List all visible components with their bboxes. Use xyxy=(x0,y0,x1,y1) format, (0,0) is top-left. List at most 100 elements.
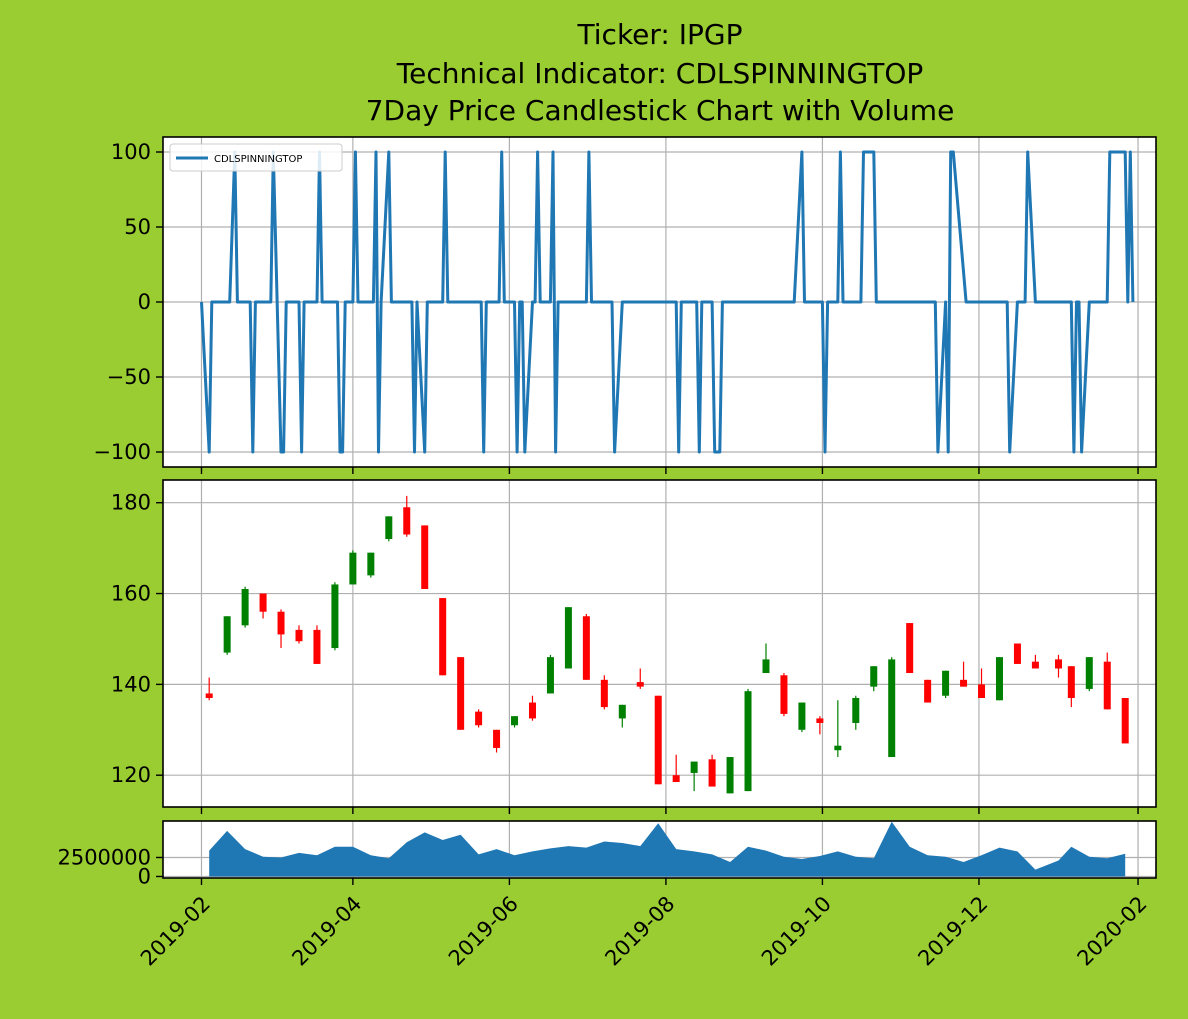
candle xyxy=(1103,652,1111,710)
candle xyxy=(960,661,968,687)
candle xyxy=(1067,666,1075,708)
candle-body xyxy=(1067,666,1075,698)
candle xyxy=(636,668,644,689)
candle xyxy=(762,643,770,674)
candle-body xyxy=(582,616,590,680)
candlestick-frame xyxy=(162,479,1157,808)
candle-body xyxy=(421,525,429,589)
candle-body xyxy=(439,598,447,676)
candle-body xyxy=(816,718,824,723)
candle-body xyxy=(888,659,896,758)
candle xyxy=(1031,654,1039,669)
candle-body xyxy=(564,607,572,669)
candle xyxy=(223,616,231,655)
x-axis-labels: 2019-02 2019-04 2019-06 2019-08 2019-10 2019-… xyxy=(136,892,1152,971)
y-tick-label: −50 xyxy=(107,365,151,389)
candle xyxy=(277,609,285,649)
candlestick-panel: 120 140 160 180 xyxy=(111,479,1157,814)
candle xyxy=(367,552,375,578)
chart-title-indicator: Technical Indicator: CDLSPINNINGTOP xyxy=(396,57,924,90)
candle-body xyxy=(367,552,375,576)
candle-body xyxy=(960,679,968,687)
candle xyxy=(995,657,1003,701)
y-tick-label: 180 xyxy=(111,491,151,515)
candle-body xyxy=(1121,698,1129,744)
candle xyxy=(942,670,950,698)
candle xyxy=(564,607,572,669)
chart-title-subtitle: 7Day Price Candlestick Chart with Volume xyxy=(366,94,955,127)
candle xyxy=(1121,698,1129,744)
candle-body xyxy=(511,716,519,726)
candle xyxy=(726,757,734,794)
candle-body xyxy=(331,584,339,649)
candle-body xyxy=(313,629,321,664)
candle xyxy=(546,654,554,694)
candle xyxy=(259,593,267,619)
x-tick-label: 2019-10 xyxy=(757,892,836,971)
y-tick-label: 140 xyxy=(111,672,151,696)
candle-body xyxy=(906,623,914,674)
candle-body xyxy=(762,659,770,674)
candle xyxy=(205,677,213,701)
candle-body xyxy=(295,629,303,642)
y-tick-label: 0 xyxy=(138,864,151,888)
x-tick-label: 2019-02 xyxy=(136,892,215,971)
y-tick-label: 100 xyxy=(111,140,151,164)
candle-body xyxy=(277,611,285,635)
indicator-axis: 100 50 0 −50 −100 xyxy=(93,140,1139,474)
candle-body xyxy=(942,670,950,696)
candle xyxy=(1054,654,1062,678)
volume-frame xyxy=(162,820,1157,879)
y-tick-label: 50 xyxy=(124,215,151,239)
candle-body xyxy=(241,589,249,626)
y-tick-label: 160 xyxy=(111,582,151,606)
candle-body xyxy=(690,761,698,773)
candlestick-series xyxy=(205,495,1129,794)
candle xyxy=(924,679,932,703)
candle xyxy=(870,666,878,692)
candle-body xyxy=(636,682,644,687)
indicator-legend: CDLSPINNINGTOP xyxy=(169,143,343,172)
candle-body xyxy=(870,666,878,687)
legend-label: CDLSPINNINGTOP xyxy=(214,154,302,165)
candle xyxy=(816,716,824,735)
candle-body xyxy=(978,684,986,698)
candle xyxy=(349,550,357,585)
x-tick-label: 2019-04 xyxy=(287,892,366,971)
candle-body xyxy=(1054,659,1062,669)
candle-body xyxy=(995,657,1003,701)
candle-body xyxy=(618,704,626,719)
candle xyxy=(852,695,860,730)
candle xyxy=(600,675,608,710)
candle-body xyxy=(457,657,465,730)
indicator-series-line xyxy=(200,150,1135,454)
candle xyxy=(475,709,483,728)
candle-body xyxy=(672,775,680,783)
candle xyxy=(493,729,501,753)
candle-body xyxy=(1013,643,1021,664)
candle-body xyxy=(744,691,752,792)
candle-body xyxy=(223,616,231,653)
y-tick-label: 2500000 xyxy=(57,845,151,869)
candlestick-axis: 120 140 160 180 xyxy=(111,491,1139,814)
candle-body xyxy=(924,679,932,703)
candle xyxy=(421,525,429,589)
candle xyxy=(403,495,411,537)
candle-body xyxy=(475,711,483,726)
candle-body xyxy=(852,698,860,723)
candle xyxy=(511,716,519,728)
candle xyxy=(582,613,590,680)
candle xyxy=(331,582,339,651)
candle xyxy=(654,695,662,785)
x-tick-label: 2019-08 xyxy=(600,892,679,971)
y-tick-label: 120 xyxy=(111,763,151,787)
candle-body xyxy=(708,759,716,787)
candle xyxy=(1013,643,1021,664)
candle-body xyxy=(1103,661,1111,710)
candle xyxy=(618,704,626,728)
candle-body xyxy=(349,552,357,585)
candle-body xyxy=(403,507,411,535)
candle xyxy=(906,623,914,674)
